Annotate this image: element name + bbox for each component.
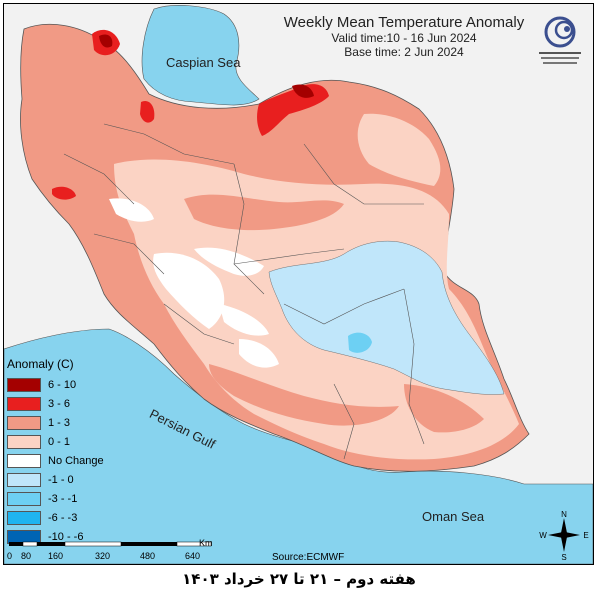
zone-cool-1-0 [268, 241, 505, 395]
map-frame: Weekly Mean Temperature Anomaly Valid ti… [3, 3, 594, 565]
legend-label: -10 - -6 [48, 530, 84, 543]
legend-label: No Change [48, 454, 104, 467]
legend-label: -1 - 0 [48, 473, 74, 486]
scale-unit: Km [199, 538, 213, 548]
scale-bar: 0 80 160 320 480 640 Km [7, 538, 217, 564]
scale-tick: 480 [140, 551, 156, 561]
legend-swatch [7, 434, 41, 449]
scale-tick: 0 [7, 551, 13, 561]
title-block: Weekly Mean Temperature Anomaly Valid ti… [254, 14, 554, 59]
oman-sea-label: Oman Sea [422, 509, 485, 524]
footer-caption: هفته دوم – ۲۱ تا ۲۷ خرداد ۱۴۰۳ [182, 570, 416, 588]
legend: Anomaly (C) 6 - 10 3 - 6 1 - 3 0 - 1 No Chan… [7, 357, 111, 546]
compass-rose-icon: N S E W [539, 510, 588, 561]
caspian-sea-label: Caspian Sea [166, 55, 241, 70]
scale-bar-graphic [9, 541, 212, 547]
legend-swatch [7, 491, 41, 506]
legend-swatch [7, 377, 41, 392]
zone-no-change-4 [239, 339, 279, 368]
legend-item: -1 - 0 [7, 470, 111, 489]
anomaly-map [4, 4, 593, 564]
scale-tick: 160 [48, 551, 64, 561]
zone-1-3-southeast [404, 384, 484, 433]
legend-title: Anomaly (C) [7, 357, 74, 371]
organization-logo [539, 16, 581, 64]
legend-item: 6 - 10 [7, 375, 111, 394]
legend-item: -10 - -6 [7, 527, 111, 546]
zone-6-10-northwest [99, 34, 113, 48]
zone-6-10-golestan [292, 84, 314, 98]
compass-w: W [539, 531, 547, 540]
legend-item: -6 - -3 [7, 508, 111, 527]
zone-3-6-west [52, 186, 76, 200]
zone-no-change-2 [194, 247, 264, 276]
legend-swatch [7, 472, 41, 487]
scale-tick: 320 [95, 551, 111, 561]
province-borders [63, 123, 425, 460]
legend-label: 0 - 1 [48, 435, 71, 448]
legend-item: 3 - 6 [7, 394, 111, 413]
zone-0-1-northeast [357, 113, 441, 186]
zone-cool-3-1 [348, 332, 372, 353]
legend-swatch [7, 396, 41, 411]
zone-1-3-south [209, 364, 399, 426]
zone-no-change-1 [153, 252, 225, 329]
valid-time: Valid time:10 - 16 Jun 2024 [331, 31, 477, 45]
legend-label: -3 - -1 [48, 492, 78, 505]
legend-item: 0 - 1 [7, 432, 111, 451]
legend-item: 1 - 3 [7, 413, 111, 432]
legend-swatch [7, 510, 41, 525]
scale-tick: 640 [185, 551, 201, 561]
caspian-sea [141, 5, 260, 106]
legend-item: No Change [7, 451, 111, 470]
zone-no-change-3 [109, 198, 154, 222]
legend-label: 6 - 10 [48, 378, 77, 391]
compass-s: S [561, 553, 566, 561]
zone-3-6-gilan [140, 100, 155, 123]
legend-label: -6 - -3 [48, 511, 78, 524]
zone-1-3-band [184, 194, 344, 231]
scale-tick: 80 [21, 551, 32, 561]
source-label: Source:ECMWF [272, 552, 345, 563]
map-title: Weekly Mean Temperature Anomaly [283, 14, 525, 31]
base-time: Base time: 2 Jun 2024 [344, 45, 464, 59]
legend-swatch [7, 453, 41, 468]
legend-label: 1 - 3 [48, 416, 71, 429]
legend-label: 3 - 6 [48, 397, 71, 410]
compass-n: N [561, 510, 567, 519]
legend-swatch [7, 415, 41, 430]
zone-no-change-5 [219, 304, 269, 336]
compass-e: E [583, 531, 588, 540]
legend-item: -3 - -1 [7, 489, 111, 508]
